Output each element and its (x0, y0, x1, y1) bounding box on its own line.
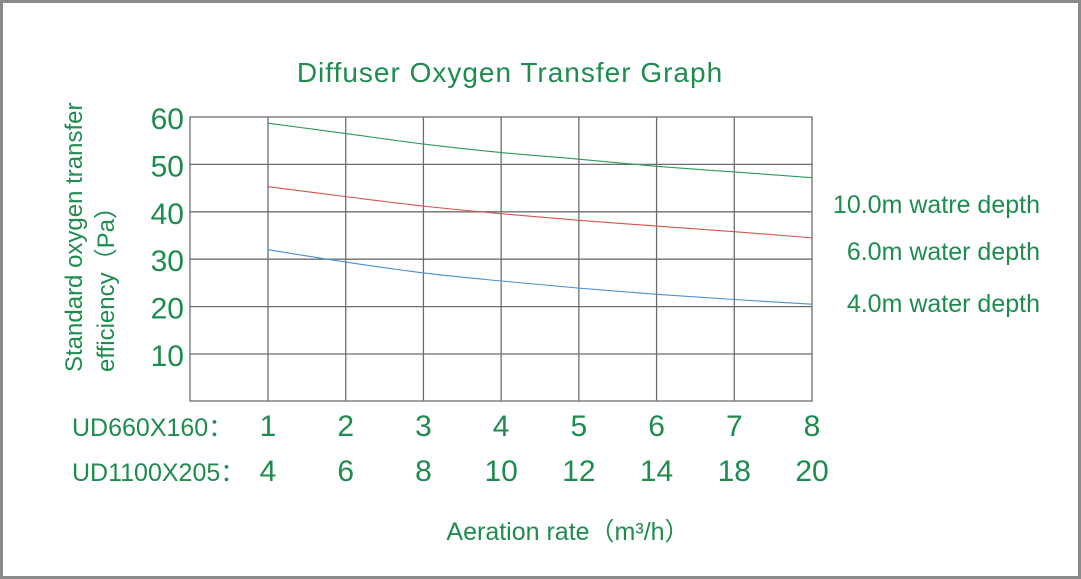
x-tick-label: 8 (415, 455, 432, 488)
legend-label: 6.0m water depth (847, 238, 1040, 266)
x-tick-label: 3 (415, 410, 432, 443)
x-tick-label: 6 (337, 455, 354, 488)
y-tick-label: 50 (151, 150, 184, 183)
x-tick-label: 10 (484, 455, 517, 488)
x-row-label: UD660X160： (72, 414, 233, 442)
x-tick-label: 12 (562, 455, 595, 488)
series-line (267, 186, 813, 239)
x-axis-label: Aeration rate（m³/h） (446, 518, 689, 546)
x-tick-label: 20 (795, 455, 828, 488)
y-tick-label: 40 (151, 198, 184, 231)
x-tick-label: 1 (260, 410, 277, 443)
legend-label: 4.0m water depth (847, 290, 1040, 318)
x-tick-label: 14 (640, 455, 673, 488)
x-tick-label: 8 (804, 410, 821, 443)
series-line (267, 249, 813, 305)
y-tick-label: 10 (151, 340, 184, 373)
y-tick-label: 60 (151, 103, 184, 136)
y-axis-label-line2: efficiency（Pa） (93, 195, 120, 372)
x-row-label: UD1100X205： (72, 459, 245, 487)
y-tick-label: 20 (151, 293, 184, 326)
series-lines (267, 122, 813, 305)
legend-label: 10.0m watre depth (833, 191, 1040, 219)
x-tick-label: 4 (493, 410, 510, 443)
x-tick-label: 18 (718, 455, 751, 488)
x-tick-label: 6 (648, 410, 665, 443)
series-legend: 10.0m watre depth 6.0m water depth 4.0m wa… (833, 191, 1040, 318)
y-tick-label: 30 (151, 245, 184, 278)
y-tick-labels: 60 50 40 30 20 10 (151, 103, 184, 373)
x-tick-label: 5 (571, 410, 588, 443)
x-tick-label: 4 (260, 455, 277, 488)
x-tick-label: 7 (726, 410, 743, 443)
chart-title: Diffuser Oxygen Transfer Graph (297, 57, 723, 88)
series-line (267, 122, 813, 179)
plot-grid (189, 116, 813, 402)
x-tick-label: 2 (337, 410, 354, 443)
y-axis-label: Standard oxygen transfer efficiency（Pa） (61, 102, 120, 372)
y-axis-label-line1: Standard oxygen transfer (61, 102, 88, 372)
